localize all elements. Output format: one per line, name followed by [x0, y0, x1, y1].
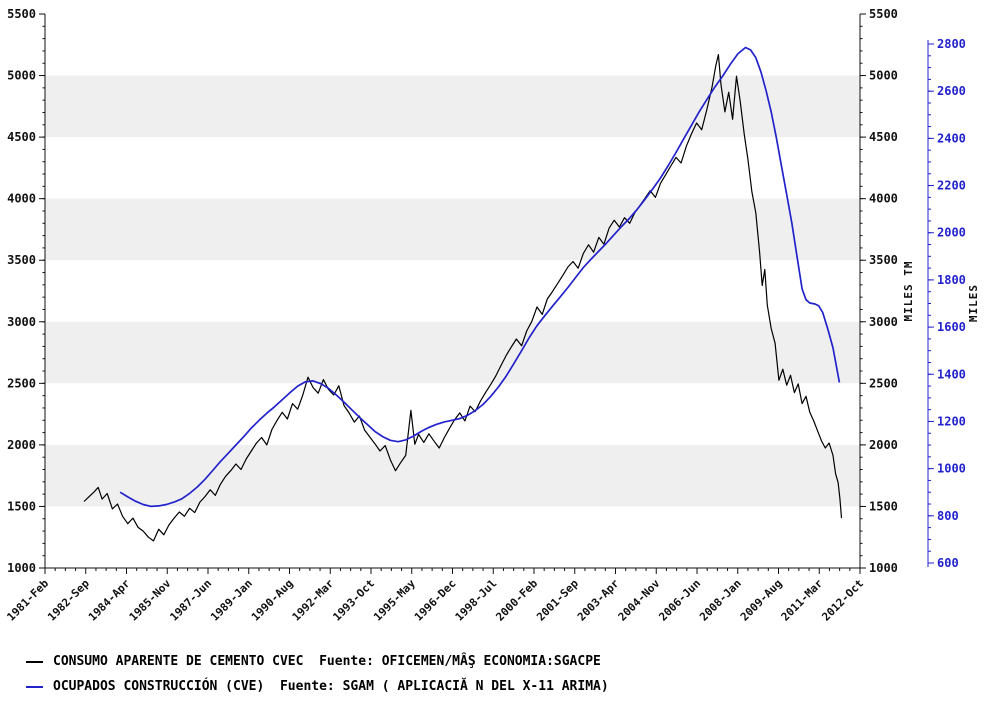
svg-text:5000: 5000 — [7, 69, 36, 83]
series-employment-line — [119, 46, 841, 508]
svg-text:4000: 4000 — [869, 192, 898, 206]
svg-text:2500: 2500 — [7, 376, 36, 390]
svg-text:1500: 1500 — [7, 499, 36, 513]
employment-series-marker — [26, 685, 43, 688]
svg-text:1500: 1500 — [869, 499, 898, 513]
svg-text:5500: 5500 — [7, 7, 36, 21]
svg-text:5500: 5500 — [869, 7, 898, 21]
legend-item-cement: CONSUMO APARENTE DE CEMENTO CVEC Fuente:… — [26, 649, 987, 674]
svg-text:2001-Sep: 2001-Sep — [534, 577, 581, 624]
svg-text:1200: 1200 — [937, 414, 966, 428]
svg-text:4500: 4500 — [869, 130, 898, 144]
svg-text:1996-Dec: 1996-Dec — [412, 577, 459, 624]
svg-text:2003-Apr: 2003-Apr — [575, 577, 622, 624]
svg-text:2200: 2200 — [937, 179, 966, 193]
cement-series-label: CONSUMO APARENTE DE CEMENTO CVEC Fuente:… — [53, 654, 601, 669]
svg-text:2009-Aug: 2009-Aug — [738, 577, 785, 624]
x-axis: 1981-Feb1982-Sep1984-Apr1985-Nov1987-Jun… — [4, 567, 866, 624]
svg-text:600: 600 — [937, 556, 959, 570]
svg-text:3500: 3500 — [7, 253, 36, 267]
right-axis-miles: 600 800 1000 1200 1400 1600 1800 2000 2200 2400 26… — [927, 37, 980, 570]
svg-text:1400: 1400 — [937, 367, 966, 381]
svg-text:2500: 2500 — [869, 376, 898, 390]
svg-text:2400: 2400 — [937, 131, 966, 145]
svg-text:2000: 2000 — [937, 226, 966, 240]
right-axis-miles-tm: 1000 1500 2000 2500 3000 3500 4000 4500 5000 5500… — [859, 7, 915, 575]
chart-legend: CONSUMO APARENTE DE CEMENTO CVEC Fuente:… — [0, 645, 987, 699]
svg-text:1984-Apr: 1984-Apr — [86, 577, 133, 624]
svg-text:5000: 5000 — [869, 69, 898, 83]
svg-text:1998-Jul: 1998-Jul — [453, 577, 500, 624]
left-axis: 1000 1500 2000 2500 3000 3500 4000 4500 5000 5500 — [7, 7, 46, 575]
svg-text:MILES TM: MILES TM — [902, 261, 915, 322]
svg-text:2600: 2600 — [937, 84, 966, 98]
svg-text:2000: 2000 — [869, 438, 898, 452]
svg-text:2008-Jan: 2008-Jan — [697, 577, 744, 624]
svg-text:2000: 2000 — [7, 438, 36, 452]
svg-text:1992-Mar: 1992-Mar — [290, 577, 337, 624]
svg-text:4500: 4500 — [7, 130, 36, 144]
background-bands — [45, 75, 860, 507]
chart-canvas: 1000 1500 2000 2500 3000 3500 4000 4500 5000 5500… — [4, 7, 980, 624]
svg-text:1985-Nov: 1985-Nov — [127, 577, 174, 624]
svg-text:1982-Sep: 1982-Sep — [45, 577, 92, 624]
svg-text:2011-Mar: 2011-Mar — [779, 577, 826, 624]
svg-text:1989-Jan: 1989-Jan — [208, 577, 255, 624]
svg-text:2012-Oct: 2012-Oct — [819, 577, 866, 624]
svg-text:1993-Oct: 1993-Oct — [330, 577, 377, 624]
svg-text:2000-Feb: 2000-Feb — [493, 577, 540, 624]
svg-text:1800: 1800 — [937, 273, 966, 287]
svg-text:3500: 3500 — [869, 253, 898, 267]
employment-series-label: OCUPADOS CONSTRUCCIÓN (CVE) Fuente: SGAM… — [53, 679, 609, 694]
svg-text:3000: 3000 — [7, 315, 36, 329]
legend-item-employment: OCUPADOS CONSTRUCCIÓN (CVE) Fuente: SGAM… — [26, 674, 987, 699]
svg-text:2004-Nov: 2004-Nov — [616, 577, 663, 624]
svg-text:1000: 1000 — [7, 561, 36, 575]
svg-text:4000: 4000 — [7, 192, 36, 206]
svg-text:1981-Feb: 1981-Feb — [4, 577, 51, 624]
svg-text:3000: 3000 — [869, 315, 898, 329]
svg-text:1000: 1000 — [869, 561, 898, 575]
cement-series-marker — [26, 660, 43, 663]
svg-text:2006-Jun: 2006-Jun — [656, 577, 703, 624]
svg-text:1995-May: 1995-May — [371, 577, 418, 624]
svg-text:1000: 1000 — [937, 462, 966, 476]
svg-text:MILES: MILES — [967, 284, 980, 322]
chart-area: 1000 1500 2000 2500 3000 3500 4000 4500 5000 5500… — [4, 7, 980, 624]
svg-text:1987-Jun: 1987-Jun — [167, 577, 214, 624]
svg-text:1990-Aug: 1990-Aug — [249, 577, 296, 624]
svg-text:2800: 2800 — [937, 37, 966, 51]
svg-text:1600: 1600 — [937, 320, 966, 334]
series-cement-line — [83, 53, 843, 542]
svg-text:800: 800 — [937, 509, 959, 523]
